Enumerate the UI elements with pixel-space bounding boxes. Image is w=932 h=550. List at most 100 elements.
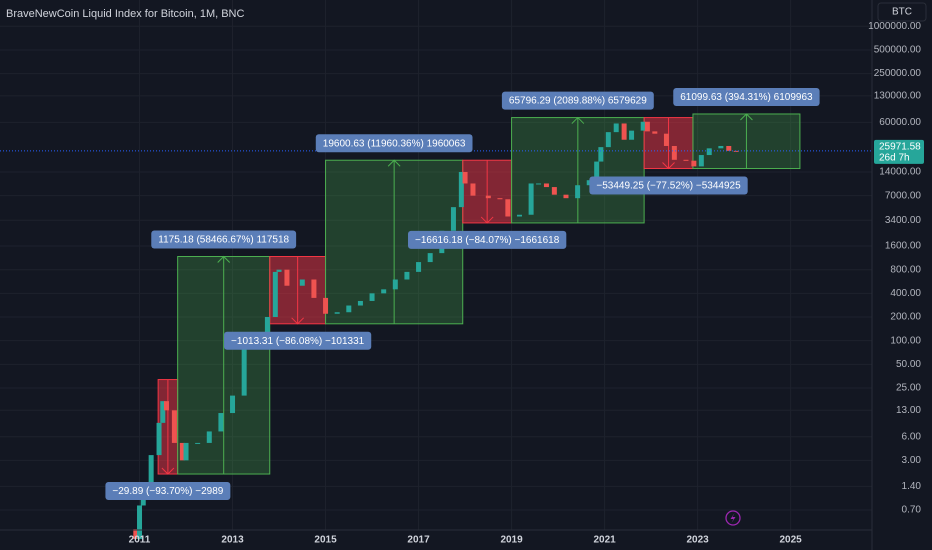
y-tick-label: 7000.00 — [885, 190, 922, 201]
candle — [551, 187, 557, 195]
measure-label-box — [408, 230, 567, 249]
candle — [163, 401, 169, 411]
candle — [179, 442, 185, 461]
y-tick-label: 50.00 — [896, 359, 921, 370]
axes: 1000000.00 500000.00 250000.00 130000.00 600… — [129, 21, 924, 546]
x-tick-label: 2025 — [779, 535, 802, 546]
measure-label-box — [501, 91, 654, 110]
measure-labels: −29.89 (−93.70%) −2989 1175.18 (58466.67%… — [105, 87, 820, 501]
x-tick-label: 2017 — [407, 535, 430, 546]
measure-arrow-head — [387, 159, 401, 167]
candle — [272, 271, 278, 318]
candle — [586, 180, 592, 186]
candle — [543, 183, 549, 188]
candle — [392, 279, 398, 290]
measure-arrow-head — [740, 113, 753, 121]
candle — [485, 195, 491, 199]
measure-label-box — [105, 482, 231, 501]
candle — [264, 317, 270, 341]
candle — [171, 410, 177, 443]
measure-label: −1013.31 (−86.08%) −101331 — [231, 336, 365, 347]
measure-label: 61099.63 (394.31%) 6109963 — [680, 92, 813, 103]
candle — [598, 147, 604, 162]
candle — [613, 123, 619, 133]
candle — [644, 121, 650, 132]
measure-arrow-head — [480, 216, 494, 224]
price-label-box — [874, 139, 924, 164]
candle — [450, 207, 456, 231]
candle — [698, 155, 704, 167]
candle — [427, 253, 433, 263]
measure-label: −16616.18 (−84.07%) −1661618 — [415, 235, 560, 246]
candle — [683, 159, 689, 161]
price-label: 25971.58 — [879, 142, 921, 153]
measure-arrow-head — [291, 317, 304, 325]
flash-icon[interactable] — [725, 510, 741, 526]
candle — [621, 123, 627, 140]
y-tick-label: 6.00 — [902, 431, 922, 442]
candle — [230, 395, 236, 414]
y-tick-label: 0.70 — [902, 505, 922, 516]
candle — [706, 148, 712, 156]
y-tick-label: 14000.00 — [879, 167, 921, 178]
candle — [605, 132, 611, 148]
symbol[interactable]: BTC — [892, 7, 912, 18]
measure-label-box — [589, 176, 748, 195]
grid — [0, 0, 872, 530]
candles — [0, 121, 872, 539]
candle — [195, 442, 201, 444]
candle — [381, 289, 387, 294]
candle — [594, 161, 600, 181]
measure-label-box — [151, 230, 297, 249]
candle — [691, 160, 697, 167]
y-tick-label: 1600.00 — [885, 241, 922, 252]
candle — [640, 121, 646, 131]
symbol-box[interactable] — [877, 2, 927, 22]
candle — [369, 293, 375, 301]
y-tick-label: 100.00 — [890, 335, 921, 346]
y-tick-label: 1000000.00 — [868, 21, 921, 32]
candle — [137, 505, 143, 539]
candle — [505, 199, 511, 217]
candle — [563, 194, 569, 199]
measure-arrow-head — [217, 255, 231, 263]
candle — [718, 145, 724, 149]
x-tick-label: 2015 — [314, 535, 337, 546]
y-tick-label: 400.00 — [890, 288, 921, 299]
measure-arrow-head — [161, 467, 175, 475]
measure-label-box — [224, 331, 372, 350]
candle — [671, 145, 677, 160]
candle — [462, 171, 468, 184]
candle — [241, 340, 247, 396]
y-tick-label: 13.00 — [896, 405, 921, 416]
candle — [133, 529, 139, 539]
candle — [652, 131, 658, 134]
candle — [140, 497, 146, 506]
candle — [497, 198, 503, 200]
candle — [663, 133, 669, 146]
candle — [528, 183, 534, 215]
y-tick-label: 25.00 — [896, 383, 921, 394]
candle — [218, 413, 224, 432]
x-tick-label: 2023 — [686, 535, 709, 546]
measure-label: 1175.18 (58466.67%) 117518 — [158, 235, 289, 246]
candle — [323, 297, 329, 314]
y-tick-label: 800.00 — [890, 264, 921, 275]
measure-label: 65796.29 (2089.88%) 6579629 — [509, 96, 647, 107]
candle — [416, 262, 422, 272]
measure-arrow-head — [662, 162, 675, 170]
candle — [346, 305, 352, 313]
candle — [536, 183, 542, 185]
candle — [160, 401, 166, 423]
candle — [276, 269, 282, 272]
y-tick-label: 3400.00 — [885, 215, 922, 226]
candle — [575, 185, 581, 199]
candle — [156, 422, 162, 456]
measure-label: −53449.25 (−77.52%) −5344925 — [596, 181, 741, 192]
candle — [284, 269, 290, 286]
y-tick-label: 130000.00 — [874, 91, 922, 102]
candle — [299, 279, 305, 286]
measure-label: 19600.63 (11960.36%) 1960063 — [323, 138, 466, 149]
x-tick-label: 2011 — [129, 535, 151, 546]
candle — [357, 300, 363, 306]
